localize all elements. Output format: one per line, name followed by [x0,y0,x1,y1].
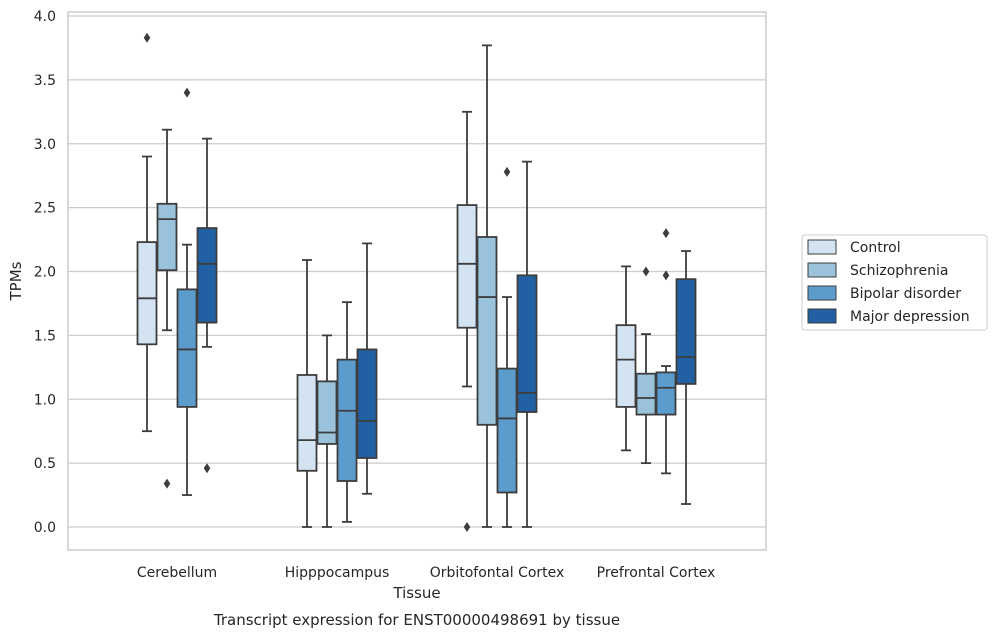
x-tick-label: Orbitofontal Cortex [430,565,565,581]
box-series [136,32,697,532]
box [476,236,498,426]
y-tick-labels: 0.0 0.5 1.0 1.5 2.0 2.5 3.0 3.5 4.0 [34,9,56,536]
outlier-point [163,478,171,489]
y-tick-label: 2.5 [34,201,56,217]
outlier-point [463,522,471,532]
series-major-depression [196,137,697,528]
legend-swatch [807,285,837,301]
y-tick-label: 3.0 [34,137,56,153]
x-tick-label: Hipppocampus [285,565,390,581]
legend-label: Bipolar disorder [850,286,961,302]
box [316,380,338,445]
y-tick-label: 2.0 [34,265,56,281]
legend-frame [801,234,988,331]
series-schizophrenia [156,44,657,528]
x-axis-label: Tissue [392,584,440,602]
legend: Control Schizophrenia Bipolar disorder Majo… [801,234,988,331]
outlier-point [203,463,211,474]
box [336,358,358,482]
legend-label: Control [850,240,901,256]
outlier-point [662,270,670,281]
y-tick-label: 1.0 [34,392,56,408]
y-tick-label: 3.5 [34,73,56,89]
outlier-point [503,166,511,177]
y-tick-label: 0.5 [34,456,56,472]
box [516,274,538,413]
legend-label: Schizophrenia [850,263,948,279]
y-axis-label: TPMs [7,261,25,301]
y-tick-label: 0.0 [34,520,56,536]
outlier-point [662,228,670,239]
outlier-point [183,87,191,98]
legend-items: Control Schizophrenia Bipolar disorder Majo… [807,239,970,325]
plot-area-frame [67,11,767,551]
x-tick-label: Prefrontal Cortex [597,565,716,581]
series-control [136,32,637,532]
x-tick-labels: Cerebellum Hipppocampus Orbitofontal Corte… [137,565,715,581]
box [156,202,178,272]
box [296,374,318,472]
legend-swatch [807,308,837,324]
x-tick-label: Cerebellum [137,565,217,581]
box [615,324,637,408]
box [196,227,218,324]
figure-caption: Transcript expression for ENST0000049869… [213,611,620,629]
legend-swatch [807,239,837,255]
box [456,204,478,329]
box [356,348,378,459]
box [675,278,697,385]
legend-swatch [807,262,837,278]
series-bipolar-disorder [176,87,677,528]
outlier-point [143,32,151,43]
outlier-point [642,266,650,277]
box [176,288,198,408]
box [635,372,657,416]
box [496,367,518,494]
box [136,241,158,346]
legend-label: Major depression [850,309,970,325]
y-tick-label: 4.0 [34,9,56,25]
y-tick-label: 1.5 [34,328,56,344]
box [655,371,677,416]
